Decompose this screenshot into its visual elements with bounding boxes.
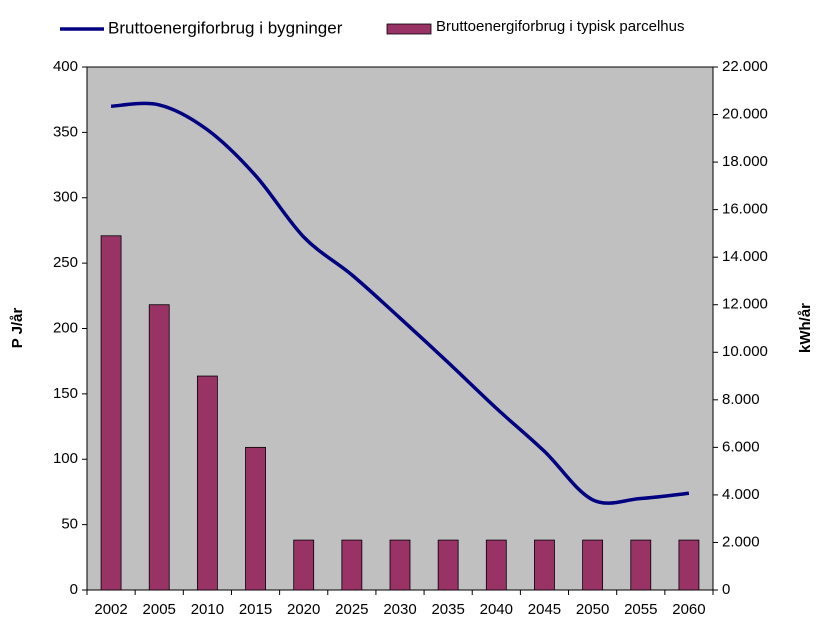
- bar: [389, 539, 411, 591]
- x-tick-label: 2040: [480, 601, 513, 618]
- x-tick-label: 2035: [431, 601, 464, 618]
- plot-area: [86, 66, 714, 591]
- y-tick-label: 0: [70, 581, 78, 598]
- legend-swatch: [386, 23, 432, 35]
- y-axis-title: P J/år: [9, 308, 26, 349]
- x-tick-label: 2005: [143, 601, 176, 618]
- y2-tick-label: 10.000: [722, 343, 768, 360]
- y-tick-label: 350: [53, 123, 78, 140]
- y-tick-label: 50: [61, 516, 78, 533]
- x-tick-label: 2025: [335, 601, 368, 618]
- y2-tick-label: 14.000: [722, 248, 768, 265]
- bar: [534, 539, 555, 591]
- y-tick-label: 200: [53, 319, 78, 336]
- y-tick-label: 400: [53, 58, 78, 75]
- y2-tick-label: 8.000: [722, 391, 760, 408]
- y2-tick-label: 20.000: [722, 106, 768, 123]
- bar: [245, 446, 266, 591]
- x-tick-label: 2002: [94, 601, 127, 618]
- bar: [100, 235, 122, 591]
- y2-tick-label: 12.000: [722, 296, 768, 313]
- bar: [341, 539, 363, 591]
- bar: [293, 539, 315, 591]
- y-tick-label: 150: [53, 385, 78, 402]
- y2-tick-label: 18.000: [722, 153, 768, 170]
- y-tick-label: 300: [53, 189, 78, 206]
- x-tick-label: 2050: [576, 601, 609, 618]
- y2-tick-label: 4.000: [722, 486, 760, 503]
- x-tick-label: 2055: [624, 601, 657, 618]
- y2-tick-label: 2.000: [722, 533, 760, 550]
- legend-label: Bruttoenergiforbrug i bygninger: [108, 18, 343, 37]
- x-tick-label: 2030: [383, 601, 416, 618]
- y-tick-label: 100: [53, 450, 78, 467]
- bar: [485, 539, 507, 591]
- y-tick-label: 250: [53, 254, 78, 271]
- bar: [630, 539, 652, 591]
- x-tick-label: 2015: [239, 601, 272, 618]
- bar: [582, 539, 604, 591]
- y2-tick-label: 16.000: [722, 201, 768, 218]
- y2-tick-label: 6.000: [722, 438, 760, 455]
- x-tick-label: 2060: [672, 601, 705, 618]
- y2-tick-label: 22.000: [722, 58, 768, 75]
- x-tick-label: 2020: [287, 601, 320, 618]
- bar: [678, 539, 700, 591]
- legend-bg: [384, 18, 814, 40]
- bar: [148, 304, 170, 591]
- x-tick-label: 2045: [528, 601, 561, 618]
- legend-label: Bruttoenergiforbrug i typisk parcelhus: [436, 18, 684, 35]
- bar: [437, 539, 459, 591]
- line: [110, 101, 690, 505]
- y2-axis-title: kWh/år: [797, 303, 814, 353]
- y2-tick-label: 0: [722, 581, 730, 598]
- x-tick-label: 2010: [191, 601, 224, 618]
- bar: [196, 375, 218, 591]
